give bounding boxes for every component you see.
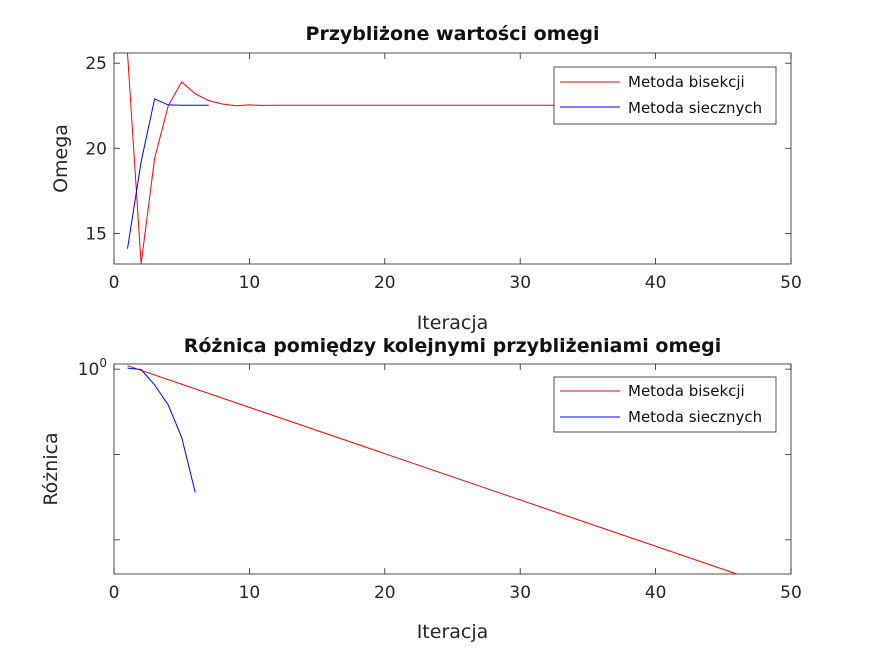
x-tick-label: 30 <box>509 273 531 293</box>
y-tick-label: 100 <box>78 356 107 380</box>
chart-omega: 0 10 20 30 40 50 15 20 25 Przybliżone wartości … <box>50 23 802 334</box>
legend: Metoda bisekcji Metoda siecznych <box>553 376 777 433</box>
chart-title: Przybliżone wartości omegi <box>306 23 600 45</box>
y-axis: 15 20 25 <box>85 54 791 244</box>
x-axis-label: Iteracja <box>417 312 489 334</box>
y-axis-label: Różnica <box>40 432 62 505</box>
y-tick-label: 20 <box>85 139 107 159</box>
y-tick-label: 25 <box>85 54 107 74</box>
x-axis: 0 10 20 30 40 50 <box>109 53 802 293</box>
chart-title: Różnica pomiędzy kolejnymi przybliżeniam… <box>184 335 722 357</box>
legend-label-siecznych: Metoda siecznych <box>628 408 762 426</box>
x-tick-label: 50 <box>780 583 802 603</box>
x-tick-label: 30 <box>509 583 531 603</box>
legend-label-siecznych: Metoda siecznych <box>628 99 762 117</box>
series-line-bisekcji <box>127 365 737 574</box>
legend-label-bisekcji: Metoda bisekcji <box>628 73 745 91</box>
legend: Metoda bisekcji Metoda siecznych <box>553 66 777 125</box>
y-tick-label: 15 <box>85 224 107 244</box>
legend-label-bisekcji: Metoda bisekcji <box>628 382 745 400</box>
y-axis: 100 <box>78 356 791 541</box>
legend-box <box>553 376 777 433</box>
series-group <box>127 365 737 574</box>
series-line-bisekcji <box>127 53 737 264</box>
x-tick-label: 20 <box>374 583 396 603</box>
x-tick-label: 50 <box>780 273 802 293</box>
chart-roznica: 0 10 20 30 40 50 100 Różnica pomiędzy kolejny… <box>40 335 802 643</box>
x-tick-label: 10 <box>239 273 261 293</box>
series-line-siecznych <box>127 98 209 249</box>
y-axis-label: Omega <box>50 124 72 193</box>
x-tick-label: 0 <box>109 273 120 293</box>
series-group <box>127 53 737 264</box>
x-axis-label: Iteracja <box>417 621 489 643</box>
x-tick-label: 40 <box>645 273 667 293</box>
x-tick-label: 40 <box>645 583 667 603</box>
legend-box <box>553 66 777 125</box>
x-tick-label: 10 <box>239 583 261 603</box>
x-tick-label: 20 <box>374 273 396 293</box>
series-line-siecznych <box>127 367 196 493</box>
x-axis: 0 10 20 30 40 50 <box>109 364 802 603</box>
x-tick-label: 0 <box>109 583 120 603</box>
